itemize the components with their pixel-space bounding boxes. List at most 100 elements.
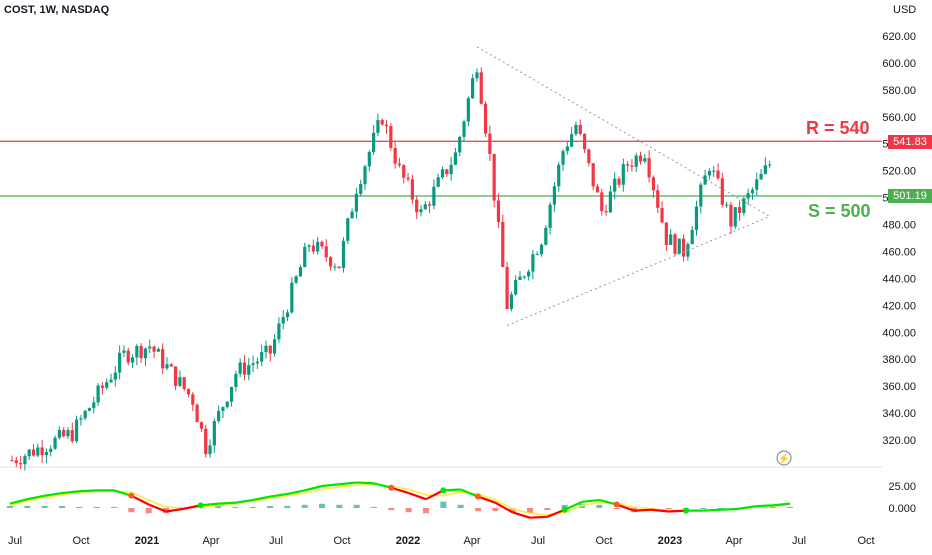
candle-body (483, 103, 488, 134)
candle-body (415, 199, 419, 213)
x-tick-label: Oct (857, 535, 874, 547)
candle-body (122, 350, 126, 353)
candle-body (419, 209, 423, 213)
macd-line-segment (79, 489, 97, 493)
candle-body (677, 238, 681, 254)
candle-body (255, 361, 259, 364)
candle-body (729, 204, 733, 227)
cross-marker (440, 487, 447, 494)
candle-body (617, 178, 621, 185)
candle-body (70, 430, 74, 442)
candle-body (92, 402, 96, 409)
macd-line-segment (287, 489, 305, 495)
candle-body (281, 317, 285, 324)
macd-line-segment (148, 503, 167, 513)
macd-line-segment (61, 490, 80, 495)
candle-body (359, 184, 363, 194)
x-tick-label: Apr (725, 535, 742, 547)
candle-body (57, 429, 61, 438)
x-tick-label: Jul (269, 535, 283, 547)
macd-line-segment (772, 502, 791, 507)
candle-body (208, 445, 212, 455)
candle-body (505, 266, 509, 309)
candle-body (449, 164, 453, 175)
x-tick-label: Jul (792, 535, 806, 547)
candle-body (402, 165, 406, 178)
candle-body (105, 382, 109, 388)
macd-line-segment (321, 483, 340, 488)
candle-body (643, 158, 647, 162)
candle-body (307, 245, 311, 247)
candle-body (165, 364, 169, 369)
macd-line-segment (113, 489, 132, 497)
y-tick-label: 440.00 (882, 273, 916, 285)
candle-body (87, 408, 92, 411)
candle-body (427, 204, 432, 206)
candle-body (574, 124, 578, 135)
macd-line-segment (408, 492, 427, 501)
candle-body (380, 120, 384, 125)
macd-line-segment (703, 508, 721, 512)
cross-marker (128, 492, 135, 499)
histogram-bar (457, 504, 464, 508)
candle-body (479, 72, 483, 104)
candle-body (285, 312, 290, 318)
x-tick-label: Oct (333, 535, 350, 547)
candle-body (74, 419, 79, 442)
macd-line-segment (130, 494, 150, 506)
candle-body (363, 166, 367, 185)
candle-body (238, 362, 242, 374)
resistance-label: R = 540 (806, 118, 870, 138)
candle-body (440, 169, 445, 178)
x-tick-label: Apr (202, 535, 219, 547)
candle-body (492, 153, 496, 201)
histogram-bar (59, 505, 65, 508)
candle-body (320, 241, 324, 247)
candle-body (79, 418, 83, 420)
candle-body (10, 460, 14, 462)
candle-body (277, 323, 281, 340)
macd-line-segment (217, 501, 236, 505)
candle-body (316, 241, 320, 252)
candle-body (204, 428, 208, 455)
histogram-bar (319, 503, 325, 508)
candle-body (14, 460, 18, 464)
candle-body (324, 246, 328, 258)
candle-body (83, 410, 87, 419)
histogram-bar (93, 506, 100, 508)
candle-body (703, 175, 707, 185)
x-tick-label: Jul (8, 535, 22, 547)
macd-line-segment (235, 498, 253, 504)
y-tick-label: 420.00 (882, 300, 916, 312)
macd-line-segment (737, 505, 756, 510)
candle-body (126, 350, 130, 363)
candle-body (410, 179, 414, 200)
macd-line-segment (494, 501, 514, 514)
macd-line-segment (755, 504, 773, 508)
candle-body (182, 377, 186, 389)
histogram-bar (284, 505, 291, 508)
candle-body (130, 357, 135, 363)
y-tick-label: 340.00 (882, 408, 916, 420)
candle-body (544, 227, 548, 245)
histogram-bar (76, 506, 83, 508)
candle-body (716, 170, 720, 179)
macd-line-segment (391, 486, 409, 495)
histogram-bar (717, 508, 724, 509)
candle-body (509, 294, 513, 309)
candle-body (148, 346, 152, 349)
macd-line-segment (269, 492, 288, 498)
candle-body (651, 177, 656, 191)
candle-body (96, 385, 100, 403)
macd-line-segment (252, 495, 271, 502)
candle-body (139, 345, 143, 359)
candle-body (337, 266, 341, 269)
candle-body (217, 410, 221, 422)
histogram-bar (492, 508, 499, 512)
candle-body (548, 204, 552, 228)
macd-line-segment (44, 491, 63, 497)
histogram-bar (353, 504, 360, 508)
y-tick-label: 460.00 (882, 246, 916, 258)
